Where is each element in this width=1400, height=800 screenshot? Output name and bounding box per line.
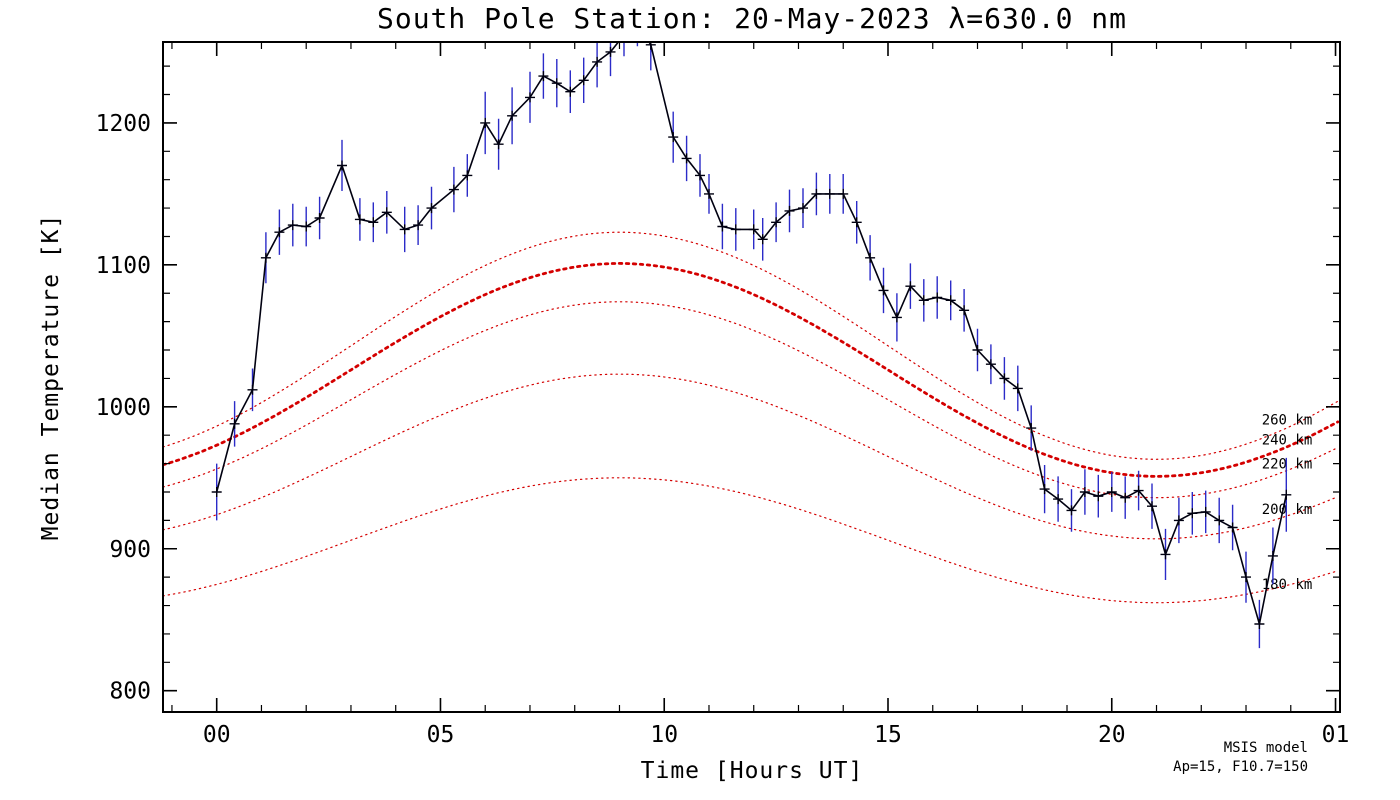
plot-box [162,41,1341,713]
tick-labels: 00 05 10 15 20 01 800 900 1000 1100 1200 [96,111,1350,748]
x-tick-label: 05 [427,722,455,748]
minor-ticks [163,42,1340,712]
chart-title: South Pole Station: 20-May-2023 λ=630.0 … [377,2,1127,35]
model-curve-label: 240 km [1262,433,1313,449]
x-axis-label: Time [Hours UT] [641,758,864,784]
model-curve-200-km [163,373,1339,540]
y-tick-label: 1000 [96,395,151,421]
model-curve-180-km [163,477,1339,604]
model-curve-260-km [163,231,1339,460]
model-curve-240-km [163,261,1340,478]
x-tick-label: 20 [1098,722,1126,748]
msis-model-curves [163,231,1340,604]
msis-model-name: MSIS model [1224,740,1308,756]
model-curve-label: 260 km [1262,413,1313,429]
temperature-line [215,42,1288,625]
y-tick-label: 1100 [96,253,151,279]
x-tick-label: 01 [1322,722,1350,748]
y-axis-label: Median Temperature [K] [38,214,64,541]
model-curve-label: 180 km [1262,577,1313,593]
x-tick-label: 15 [874,722,902,748]
data-series [211,42,1292,649]
data-markers [211,42,1292,629]
y-tick-label: 1200 [96,111,151,137]
x-tick-label: 10 [650,722,678,748]
error-bars [216,42,1287,649]
axes [162,41,1341,713]
y-tick-label: 800 [109,679,151,705]
model-curve-220-km [163,301,1339,499]
y-tick-label: 900 [109,537,151,563]
msis-model-params: Ap=15, F10.7=150 [1173,759,1308,775]
major-ticks [163,42,1340,712]
x-tick-label: 00 [203,722,231,748]
